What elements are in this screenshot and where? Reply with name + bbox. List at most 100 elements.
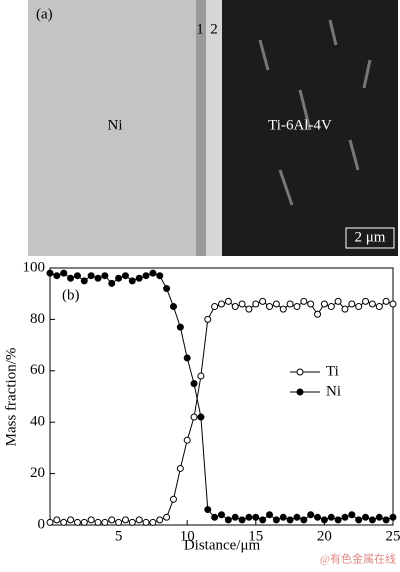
data-point [376, 514, 382, 520]
data-point [102, 273, 108, 279]
scale-bar: 2 μm [355, 229, 386, 245]
data-point [47, 270, 53, 276]
data-point [95, 519, 101, 525]
data-point [342, 306, 348, 312]
data-point [321, 517, 327, 523]
data-point [363, 514, 369, 520]
data-point [239, 301, 245, 307]
data-point [68, 517, 74, 523]
data-point [363, 298, 369, 304]
data-point [212, 514, 218, 520]
region-label: Ti-6Al-4V [268, 117, 332, 133]
data-point [356, 304, 362, 310]
data-point [150, 519, 156, 525]
y-tick-label: 0 [38, 516, 46, 532]
data-point [157, 517, 163, 523]
micrograph: (a) 1 2 Ni Ti-6Al-4V 2 μm [28, 0, 398, 256]
data-point [253, 514, 259, 520]
region-label: Ni [108, 117, 123, 133]
series-line [50, 301, 393, 522]
data-point [47, 519, 53, 525]
data-point [81, 519, 87, 525]
data-point [301, 298, 307, 304]
watermark: @有色金属在线 [320, 552, 396, 566]
data-point [116, 275, 122, 281]
data-point [369, 301, 375, 307]
data-point [81, 278, 87, 284]
data-point [191, 381, 197, 387]
data-point [225, 298, 231, 304]
data-point [191, 414, 197, 420]
data-point [54, 517, 60, 523]
data-point [335, 298, 341, 304]
data-point [315, 311, 321, 317]
data-point [205, 507, 211, 513]
data-point [301, 517, 307, 523]
data-point [143, 519, 149, 525]
data-point [356, 517, 362, 523]
y-tick-label: 80 [30, 311, 45, 327]
y-tick-label: 20 [30, 465, 45, 481]
data-point [129, 278, 135, 284]
data-point [280, 306, 286, 312]
data-point [54, 273, 60, 279]
data-point [321, 301, 327, 307]
panel-label: (a) [36, 6, 53, 22]
data-point [68, 275, 74, 281]
layer-label: 1 [196, 21, 204, 37]
data-point [164, 286, 170, 292]
data-point [294, 304, 300, 310]
data-point [219, 512, 225, 518]
data-point [205, 316, 211, 322]
data-point [198, 414, 204, 420]
data-point [349, 301, 355, 307]
data-point [383, 517, 389, 523]
data-point [246, 514, 252, 520]
data-point [287, 301, 293, 307]
data-point [129, 519, 135, 525]
data-point [184, 437, 190, 443]
data-point [369, 517, 375, 523]
legend-label: Ti [326, 363, 339, 379]
data-point [335, 517, 341, 523]
data-point [164, 514, 170, 520]
data-point [280, 514, 286, 520]
data-point [157, 273, 163, 279]
data-point [376, 304, 382, 310]
data-point [109, 517, 115, 523]
data-point [390, 301, 396, 307]
data-point [88, 517, 94, 523]
data-point [116, 519, 122, 525]
data-point [61, 270, 67, 276]
data-point [294, 514, 300, 520]
x-tick-label: 25 [386, 528, 400, 544]
data-point [253, 301, 259, 307]
data-point [308, 512, 314, 518]
x-tick-label: 20 [317, 528, 332, 544]
data-point [239, 517, 245, 523]
data-point [61, 519, 67, 525]
data-point [267, 512, 273, 518]
data-point [383, 298, 389, 304]
data-point [74, 273, 80, 279]
x-tick-label: 5 [115, 528, 123, 544]
layer-label: 2 [210, 21, 218, 37]
data-point [328, 514, 334, 520]
data-point [225, 517, 231, 523]
data-point [198, 373, 204, 379]
data-point [390, 514, 396, 520]
x-tick-label: 15 [248, 528, 263, 544]
data-point [122, 273, 128, 279]
data-point [273, 301, 279, 307]
data-point [212, 304, 218, 310]
data-point [232, 514, 238, 520]
layer-2 [206, 0, 222, 256]
data-point [122, 517, 128, 523]
data-point [95, 275, 101, 281]
data-point [109, 280, 115, 286]
data-point [88, 273, 94, 279]
data-point [136, 275, 142, 281]
y-tick-label: 40 [30, 414, 45, 430]
data-point [246, 306, 252, 312]
